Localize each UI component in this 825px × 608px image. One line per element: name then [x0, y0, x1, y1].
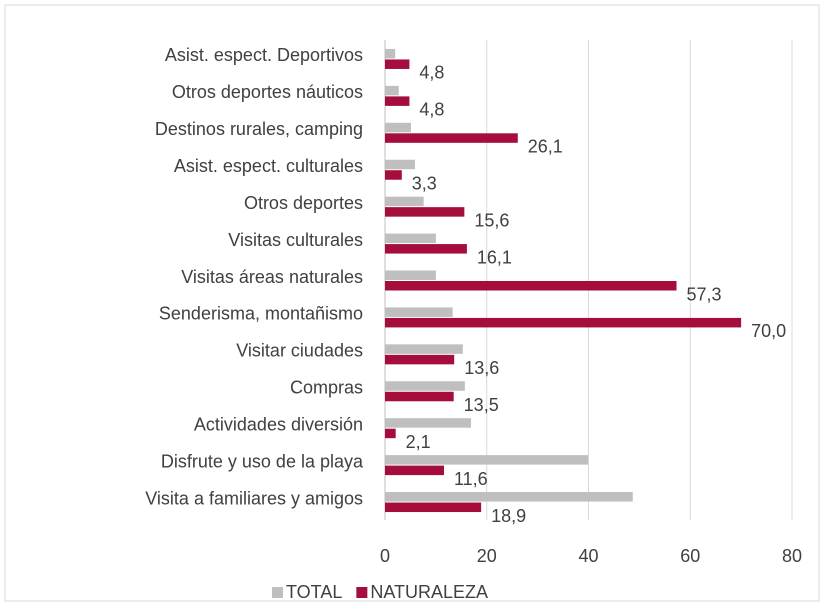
bar [385, 244, 467, 254]
legend-label: TOTAL [286, 582, 342, 602]
data-label: 16,1 [477, 247, 512, 267]
bar [385, 270, 436, 280]
x-tick-label: 80 [782, 546, 802, 566]
bar [385, 133, 518, 143]
bar [385, 85, 399, 96]
bar [385, 170, 402, 180]
bar [385, 307, 453, 317]
data-label: 13,6 [464, 358, 499, 378]
y-tick-label: Visitas áreas naturales [181, 267, 363, 287]
bar [385, 418, 471, 428]
data-label: 2,1 [406, 432, 431, 452]
bar [385, 196, 424, 207]
bar [385, 281, 677, 291]
bar [385, 344, 463, 354]
x-tick-label: 40 [578, 546, 598, 566]
y-tick-label: Asist. espect. Deportivos [165, 45, 363, 65]
data-label: 15,6 [474, 210, 509, 230]
y-tick-label: Otros deportes [244, 193, 363, 213]
y-tick-label: Visita a familiares y amigos [145, 488, 363, 508]
y-tick-label: Actividades diversión [194, 414, 363, 434]
bar [385, 122, 411, 133]
bar [385, 455, 588, 465]
data-label: 18,9 [491, 506, 526, 526]
bar [385, 96, 410, 106]
data-label: 4,8 [419, 63, 444, 83]
data-label: 70,0 [751, 321, 786, 341]
data-label: 26,1 [528, 137, 563, 157]
data-label: 4,8 [419, 100, 444, 120]
data-label: 3,3 [412, 173, 437, 193]
bar [385, 354, 455, 365]
y-tick-label: Visitar ciudades [236, 341, 363, 361]
legend-label: NATURALEZA [370, 582, 488, 602]
y-tick-label: Disfrute y uso de la playa [161, 451, 364, 471]
y-tick-label: Destinos rurales, camping [155, 119, 363, 139]
legend-swatch [272, 587, 283, 598]
bar [385, 492, 633, 502]
bar [385, 159, 416, 170]
bar [385, 233, 436, 244]
data-label: 11,6 [454, 469, 488, 489]
data-label: 57,3 [687, 284, 722, 304]
x-tick-label: 60 [680, 546, 700, 566]
y-tick-label: Senderisma, montañismo [159, 304, 363, 324]
data-label: 13,5 [464, 395, 499, 415]
y-tick-label: Asist. espect. culturales [174, 156, 363, 176]
bar [385, 502, 482, 513]
bar [385, 381, 465, 391]
y-tick-label: Otros deportes náuticos [172, 82, 363, 102]
bar [385, 391, 454, 402]
bar [385, 465, 445, 476]
bar [385, 48, 396, 59]
x-tick-label: 0 [380, 546, 390, 566]
bar [385, 207, 465, 217]
legend-swatch [356, 587, 368, 598]
x-tick-label: 20 [477, 546, 497, 566]
chart-border [4, 4, 820, 602]
bar [385, 317, 742, 328]
bar [385, 59, 410, 69]
y-tick-label: Visitas culturales [228, 230, 363, 250]
y-tick-label: Compras [290, 378, 363, 398]
bar [385, 428, 396, 439]
